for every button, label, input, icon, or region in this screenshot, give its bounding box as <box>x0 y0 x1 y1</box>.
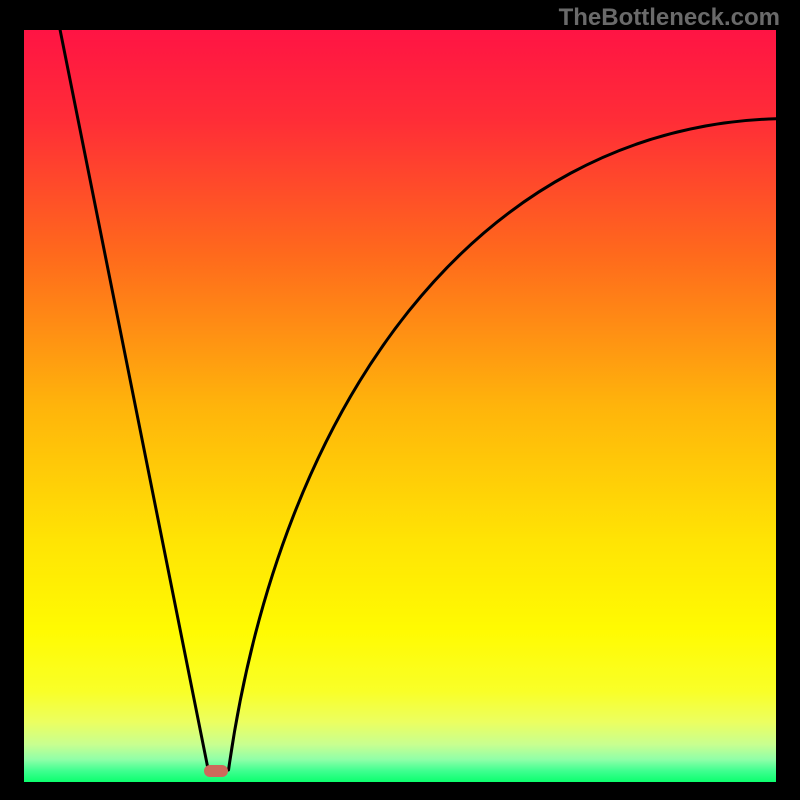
minimum-marker <box>204 765 228 777</box>
plot-area <box>24 30 776 782</box>
watermark-text: TheBottleneck.com <box>559 4 780 32</box>
frame-border-bottom <box>0 782 800 800</box>
frame-border-right <box>776 0 800 800</box>
bottleneck-curve <box>24 30 776 782</box>
frame-border-left <box>0 0 24 800</box>
chart-frame: TheBottleneck.com <box>0 0 800 800</box>
